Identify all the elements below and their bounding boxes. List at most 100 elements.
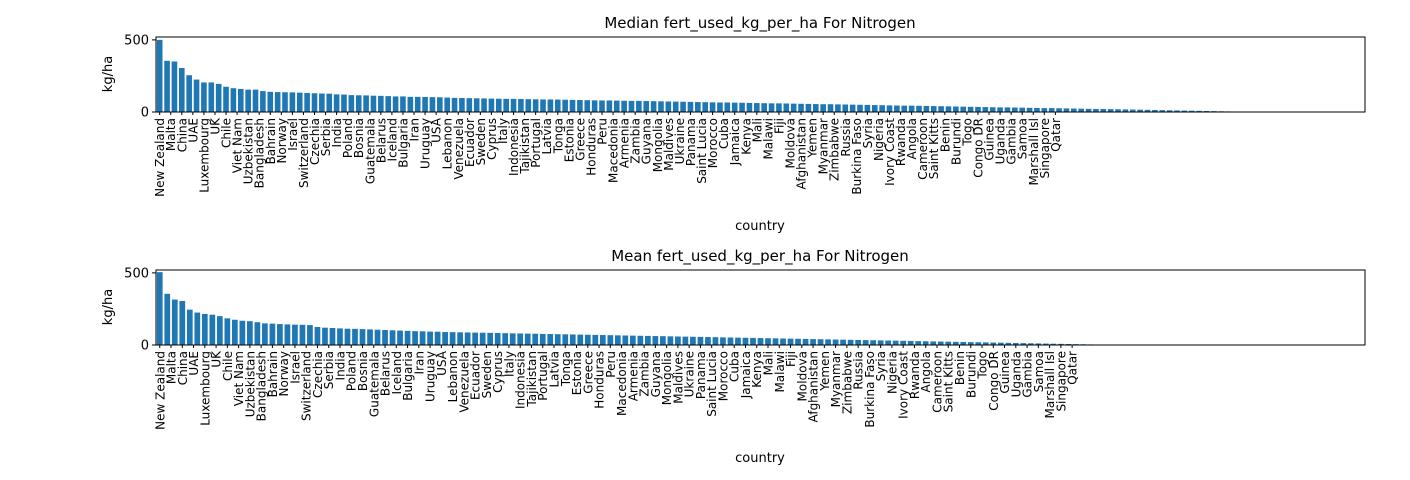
- bar: [599, 335, 606, 345]
- x-tick-label: Bosnia: [356, 351, 370, 391]
- bar: [687, 101, 694, 112]
- x-tick-label: Syria: [874, 351, 888, 381]
- bar: [419, 331, 426, 345]
- x-tick-label: Mongolia: [651, 118, 665, 172]
- x-tick-label: Yemen: [818, 351, 832, 392]
- bar: [915, 341, 922, 345]
- x-tick-label: Zimbabwe: [840, 351, 854, 414]
- x-tick-label: Mali: [750, 118, 764, 142]
- x-tick-label: Bahrain: [266, 351, 280, 397]
- bar: [1058, 343, 1064, 345]
- bar: [1027, 343, 1034, 345]
- bar: [606, 100, 613, 112]
- bar: [982, 342, 989, 345]
- bar: [727, 337, 734, 345]
- x-tick-label: Cameroon: [930, 351, 944, 413]
- bar: [908, 105, 915, 112]
- bar: [171, 299, 178, 345]
- bar: [870, 340, 876, 345]
- x-tick-label: Uganda: [994, 118, 1008, 164]
- x-tick-label: Iran: [412, 351, 426, 374]
- bar: [805, 103, 812, 112]
- x-tick-label: Greece: [581, 351, 595, 394]
- bar: [311, 93, 318, 112]
- bar: [1004, 107, 1011, 112]
- bar: [487, 332, 494, 345]
- bar: [414, 96, 421, 112]
- bar: [382, 330, 388, 345]
- bar: [407, 96, 414, 112]
- x-tick-label: Myanmar: [817, 118, 831, 174]
- bar: [1071, 108, 1077, 112]
- bar: [622, 335, 629, 345]
- x-tick-label: Burkina Faso: [850, 118, 864, 195]
- x-tick-label: Estonia: [562, 118, 576, 162]
- bar: [341, 94, 347, 112]
- x-tick-label: Yemen: [806, 118, 820, 159]
- x-tick-label: Guinea: [998, 351, 1012, 394]
- bar: [768, 103, 775, 112]
- x-tick-label: Cyprus: [491, 351, 505, 393]
- bar: [1107, 109, 1114, 112]
- x-tick-label: Tonga: [559, 351, 573, 387]
- x-tick-label: Latvia: [540, 118, 554, 155]
- median-plot-frame: [155, 36, 1366, 113]
- bar: [652, 336, 659, 345]
- bar: [629, 335, 636, 346]
- x-tick-label: Singapore: [1038, 118, 1052, 179]
- bar: [900, 340, 907, 345]
- bar: [292, 324, 298, 345]
- bar: [1041, 108, 1048, 112]
- bar: [355, 95, 362, 112]
- bar: [472, 332, 478, 345]
- x-tick-label: Bahrain: [264, 118, 278, 164]
- x-tick-label: USA: [430, 117, 444, 143]
- mean-plot-frame: [155, 269, 1366, 346]
- x-tick-label: Kenya: [739, 118, 753, 155]
- x-tick-label: Israel: [286, 118, 300, 151]
- bar: [975, 106, 981, 112]
- x-tick-label: UK: [210, 350, 224, 368]
- x-tick-label: Burundi: [949, 118, 963, 165]
- bar: [304, 92, 310, 112]
- x-tick-label: Bangladesh: [255, 351, 269, 421]
- bar: [628, 100, 635, 112]
- bar: [682, 336, 689, 345]
- x-tick-label: Kenya: [750, 351, 764, 388]
- x-tick-label: Russia: [852, 351, 866, 390]
- bar: [397, 330, 403, 345]
- x-tick-label: Lebanon: [441, 118, 455, 169]
- bar: [812, 104, 819, 112]
- bar: [780, 338, 786, 345]
- x-tick-label: Congo DR: [971, 118, 985, 178]
- bar: [193, 79, 200, 112]
- x-tick-label: Marshall Isl: [1027, 118, 1041, 185]
- bar: [252, 89, 259, 112]
- bar: [201, 82, 207, 112]
- bar: [783, 103, 790, 112]
- x-tick-label: Afghanistan: [795, 118, 809, 189]
- bar: [787, 338, 794, 345]
- x-tick-label: Switzerland: [297, 118, 311, 188]
- mean-x-ticks: New ZealandMaltaChinaUAELuxembourgUKChil…: [153, 345, 1080, 430]
- x-tick-label: Armenia: [626, 351, 640, 401]
- x-tick-label: Guinea: [983, 118, 997, 161]
- x-tick-label: Zimbabwe: [828, 118, 842, 181]
- x-tick-label: Switzerland: [300, 351, 314, 421]
- x-tick-label: Burkina Faso: [863, 351, 877, 428]
- bar: [1034, 107, 1040, 112]
- bar: [179, 301, 186, 345]
- bar: [282, 92, 288, 112]
- bar: [945, 106, 952, 113]
- bar: [481, 98, 487, 112]
- bar: [680, 101, 686, 112]
- bar: [690, 336, 696, 345]
- bar: [1048, 108, 1055, 112]
- bar: [840, 339, 846, 345]
- x-tick-label: Uzbekistan: [242, 118, 256, 184]
- x-tick-label: UAE: [186, 118, 200, 143]
- bar: [825, 339, 831, 346]
- bar: [333, 94, 340, 112]
- x-tick-label: Saint Lucia: [695, 118, 709, 184]
